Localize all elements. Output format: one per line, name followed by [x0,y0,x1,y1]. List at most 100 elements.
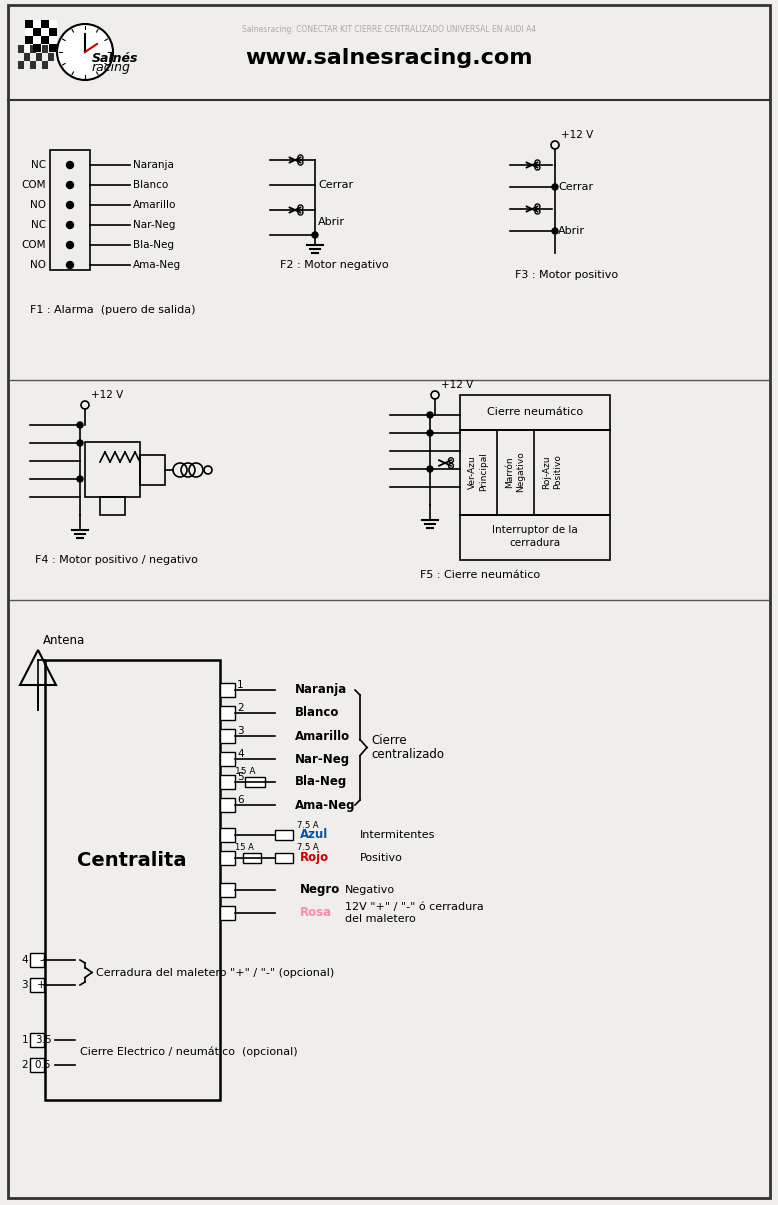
Bar [41,36,49,45]
Text: F1 : Alarma  (puero de salida): F1 : Alarma (puero de salida) [30,305,195,315]
Circle shape [66,222,73,229]
Bar [24,53,30,61]
Bar [25,20,33,28]
Text: Salnés: Salnés [92,52,138,65]
Text: NC: NC [31,221,46,230]
Text: 3.5: 3.5 [35,1035,51,1045]
Circle shape [66,182,73,188]
Bar [36,53,42,61]
Text: www.salnesracing.com: www.salnesracing.com [245,48,533,67]
Text: Marrón
Negativo: Marrón Negativo [505,452,524,493]
Bar [49,20,57,28]
Bar [220,752,235,766]
Text: 2: 2 [21,1060,28,1070]
Text: Roj-Azu
Positivo: Roj-Azu Positivo [542,454,562,489]
Circle shape [77,422,83,428]
Text: Interruptor de la: Interruptor de la [492,525,578,535]
Text: Naranja: Naranja [295,683,347,696]
Circle shape [427,412,433,418]
Text: NO: NO [30,260,46,270]
Text: Cerrar: Cerrar [558,182,593,192]
Bar [460,395,610,430]
Bar [50,149,90,270]
Text: Cierre Electrico / neumático  (opcional): Cierre Electrico / neumático (opcional) [80,1047,298,1057]
Text: Azul: Azul [300,829,328,841]
Text: 4: 4 [21,956,28,965]
Circle shape [552,228,558,234]
Text: 12V "+" / "-" ó cerradura
del maletero: 12V "+" / "-" ó cerradura del maletero [345,903,484,924]
Bar [100,496,125,515]
Bar [30,61,36,69]
Text: Abrir: Abrir [318,217,345,227]
Text: 3: 3 [21,980,28,991]
Bar [25,36,33,45]
Circle shape [66,201,73,208]
Bar [275,830,293,840]
Text: F4 : Motor positivo / negativo: F4 : Motor positivo / negativo [35,556,198,565]
Text: Antena: Antena [43,634,86,647]
Bar [49,36,57,45]
Text: 4: 4 [237,750,244,759]
Bar [220,798,235,812]
Bar [25,45,33,52]
Bar [220,775,235,789]
Bar [30,953,44,966]
Text: Cerradura del maletero "+" / "-" (opcional): Cerradura del maletero "+" / "-" (opcion… [96,968,335,977]
Text: +12 V: +12 V [561,130,594,140]
Bar [220,906,235,919]
Text: Ama-Neg: Ama-Neg [295,799,356,811]
Circle shape [427,466,433,472]
Bar [41,20,49,28]
Bar [275,853,293,863]
Text: Rosa: Rosa [300,906,332,919]
Text: Bla-Neg: Bla-Neg [133,240,174,249]
Bar [220,851,235,865]
Bar [49,28,57,36]
Circle shape [77,476,83,482]
Circle shape [66,241,73,248]
Circle shape [77,440,83,446]
Text: F5 : Cierre neumático: F5 : Cierre neumático [420,570,540,580]
Text: Nar-Neg: Nar-Neg [295,752,350,765]
Text: +12 V: +12 V [91,390,123,400]
Text: 2: 2 [237,703,244,713]
Text: Centralita: Centralita [77,851,187,870]
Text: Amarillo: Amarillo [295,729,350,742]
Bar [30,1058,44,1072]
Text: F3 : Motor positivo: F3 : Motor positivo [515,270,619,280]
Bar [33,20,41,28]
Bar [18,45,24,53]
Text: Ama-Neg: Ama-Neg [133,260,181,270]
Text: Ver-Azu
Principal: Ver-Azu Principal [468,453,488,492]
Bar [243,853,261,863]
Text: Negativo: Negativo [345,884,395,895]
Text: 5: 5 [237,772,244,782]
Text: Rojo: Rojo [300,852,329,864]
Text: 1: 1 [21,1035,28,1045]
Text: Negro: Negro [300,883,340,897]
Text: Abrir: Abrir [558,227,585,236]
Text: 0.5: 0.5 [35,1060,51,1070]
Text: Amarillo: Amarillo [133,200,177,210]
Bar [220,729,235,743]
Bar [33,28,41,36]
Text: 1: 1 [237,680,244,690]
Text: Cerrar: Cerrar [318,180,353,190]
Bar [33,45,41,52]
Text: Blanco: Blanco [133,180,168,190]
Text: 3: 3 [237,725,244,736]
Bar [25,28,33,36]
Bar [220,828,235,842]
Circle shape [552,184,558,190]
Bar [41,45,49,52]
Bar [30,45,36,53]
Text: Cierre
centralizado: Cierre centralizado [371,734,444,762]
Bar [220,706,235,721]
Bar [49,45,57,52]
Text: Naranja: Naranja [133,160,173,170]
Text: COM: COM [22,240,46,249]
Text: Cierre neumático: Cierre neumático [487,407,583,417]
Bar [460,515,610,560]
Circle shape [66,261,73,269]
Bar [18,61,24,69]
